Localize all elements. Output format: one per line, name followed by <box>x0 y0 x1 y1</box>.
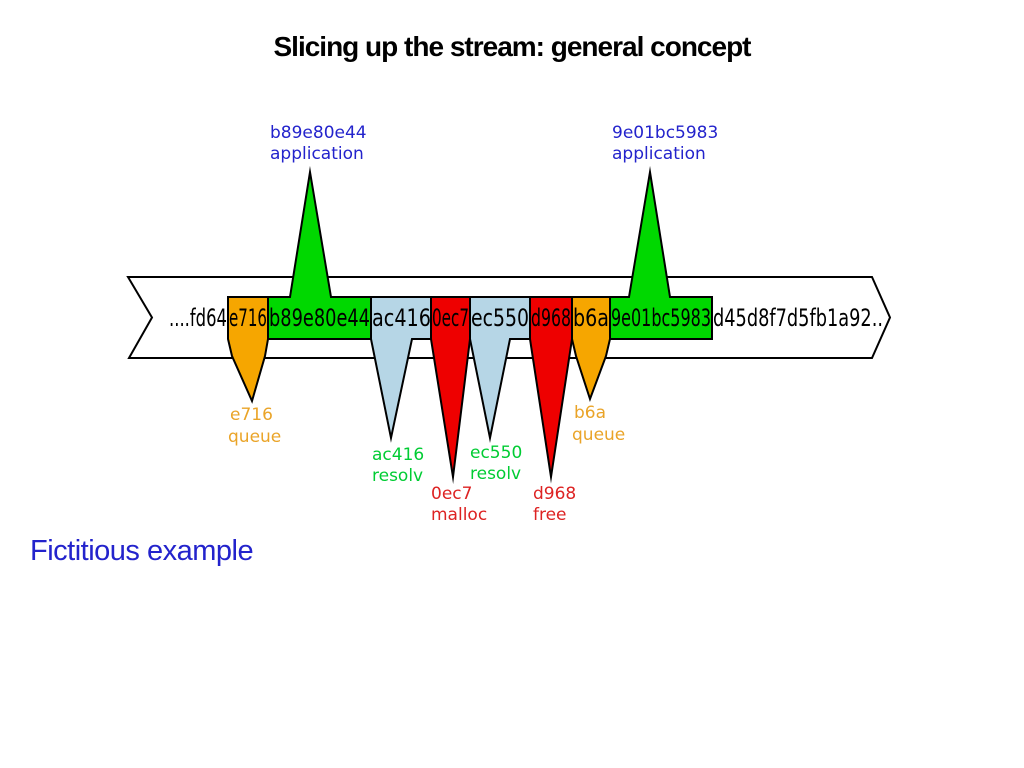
label-ac416-hash: ac416 <box>372 445 424 465</box>
label-b89e80e44-slice: application <box>270 144 364 164</box>
label-e716-slice: queue <box>228 427 281 447</box>
segment-0ec7-down-callout-shape <box>430 296 471 485</box>
label-0ec7-hash: 0ec7 <box>431 484 472 504</box>
label-b89e80e44-hash: b89e80e44 <box>270 123 367 143</box>
label-b6a-hash: b6a <box>574 403 606 423</box>
label-0ec7-slice: malloc <box>431 505 487 525</box>
stream-text-tail: d45d8f7d5fb1a92.. <box>713 304 883 332</box>
stream-text-9e01bc5983: 9e01bc5983 <box>611 304 711 332</box>
segment-d968-down-callout-shape <box>529 296 573 484</box>
stream-text-d968: d968 <box>531 304 571 332</box>
stream-text-ec550: ec550 <box>471 304 529 332</box>
label-b6a-slice: queue <box>572 425 625 445</box>
segment-9e01bc5983-up-callout-shape <box>609 165 713 340</box>
stream-text-ac416: ac416 <box>372 304 431 332</box>
label-ec550-hash: ec550 <box>470 443 522 463</box>
label-9e01bc5983-hash: 9e01bc5983 <box>612 123 718 143</box>
stream-text-e716: e716 <box>229 304 267 332</box>
stream-text-lead: ....fd64 <box>169 304 227 332</box>
label-ec550-slice: resolv <box>470 464 521 484</box>
segment-b89e80e44-up-callout-shape <box>267 165 372 340</box>
stream-text-b89e80e44: b89e80e44 <box>269 304 370 332</box>
label-d968-slice: free <box>533 505 567 525</box>
stream-text-0ec7: 0ec7 <box>432 304 469 332</box>
label-e716-hash: e716 <box>230 405 273 425</box>
label-9e01bc5983-slice: application <box>612 144 706 164</box>
label-d968-hash: d968 <box>533 484 576 504</box>
stream-text-b6a: b6a <box>573 304 609 332</box>
footer-note: Fictitious example <box>30 535 253 567</box>
slide-title: Slicing up the stream: general concept <box>273 31 751 62</box>
label-ac416-slice: resolv <box>372 466 423 486</box>
